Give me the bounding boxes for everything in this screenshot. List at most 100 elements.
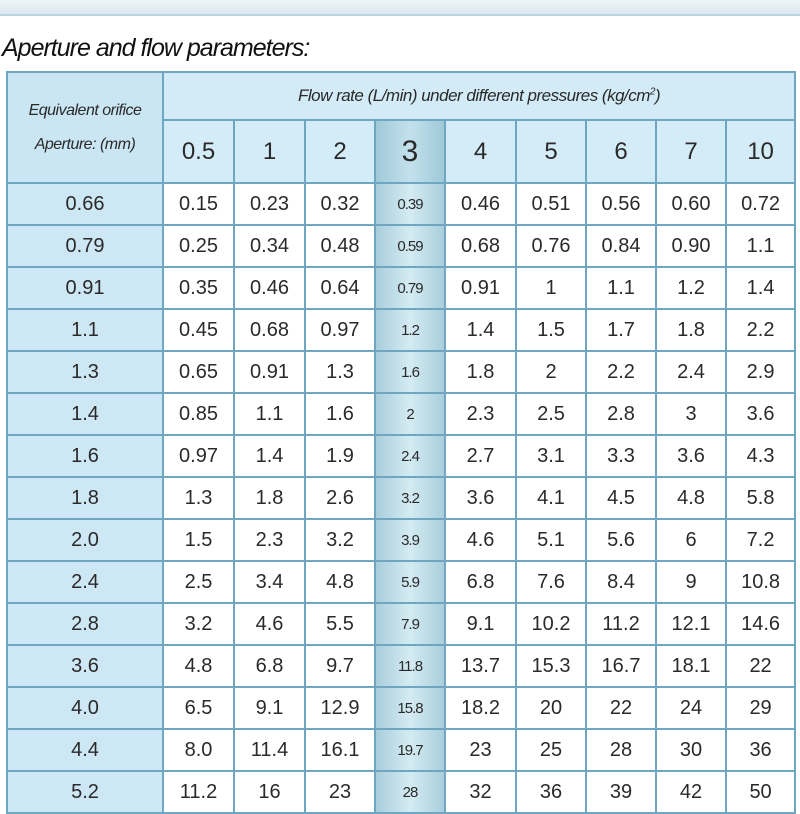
flow-value-cell: 36 bbox=[724, 728, 797, 772]
flow-value-cell: 2.5 bbox=[515, 392, 587, 436]
flow-value-cell: 0.65 bbox=[162, 350, 235, 394]
flow-value-cell: 2.9 bbox=[724, 350, 797, 394]
flow-value-cell: 0.76 bbox=[515, 224, 587, 268]
flow-value-cell: 1.8 bbox=[233, 476, 306, 520]
flow-value-cell: 0.25 bbox=[162, 224, 235, 268]
flow-value-cell: 7.6 bbox=[515, 560, 587, 604]
table-row: 1.3 0.65 0.91 1.3 1.6 1.8 2 2.2 2.4 2.9 bbox=[6, 350, 797, 394]
flow-value-cell: 42 bbox=[655, 770, 727, 814]
pressure-header-10: 10 bbox=[724, 119, 797, 184]
flow-rate-caption: Flow rate (L/min) under different pressu… bbox=[161, 71, 797, 121]
flow-value-cell: 6.5 bbox=[162, 686, 235, 730]
aperture-cell: 2.4 bbox=[6, 560, 164, 604]
flow-value-cell: 0.48 bbox=[304, 224, 376, 268]
flow-value-cell: 2.8 bbox=[585, 392, 657, 436]
flow-value-cell: 0.60 bbox=[655, 182, 727, 226]
aperture-cell: 2.0 bbox=[6, 518, 164, 562]
flow-value-cell: 39 bbox=[585, 770, 657, 814]
flow-value-cell: 4.5 bbox=[585, 476, 657, 520]
flow-value-cell: 1.2 bbox=[374, 308, 446, 352]
flow-value-cell: 0.64 bbox=[304, 266, 376, 310]
flow-value-cell: 0.90 bbox=[655, 224, 727, 268]
pressure-header-3: 3 bbox=[374, 119, 446, 184]
flow-value-cell: 1.8 bbox=[655, 308, 727, 352]
flow-value-cell: 3.3 bbox=[585, 434, 657, 478]
flow-value-cell: 1.4 bbox=[724, 266, 797, 310]
flow-value-cell: 0.79 bbox=[374, 266, 446, 310]
aperture-cell: 0.91 bbox=[6, 266, 164, 310]
flow-value-cell: 1.9 bbox=[304, 434, 376, 478]
flow-value-cell: 0.97 bbox=[304, 308, 376, 352]
flow-value-cell: 1.2 bbox=[655, 266, 727, 310]
flow-value-cell: 0.72 bbox=[724, 182, 797, 226]
flow-value-cell: 12.1 bbox=[655, 602, 727, 646]
aperture-cell: 3.6 bbox=[6, 644, 164, 688]
pressure-header-1: 1 bbox=[233, 119, 306, 184]
flow-value-cell: 18.1 bbox=[655, 644, 727, 688]
pressure-header-7: 7 bbox=[655, 119, 727, 184]
flow-value-cell: 0.34 bbox=[233, 224, 306, 268]
flow-value-cell: 14.6 bbox=[724, 602, 797, 646]
flow-value-cell: 22 bbox=[724, 644, 797, 688]
flow-value-cell: 0.15 bbox=[162, 182, 235, 226]
flow-value-cell: 19.7 bbox=[374, 728, 446, 772]
flow-value-cell: 11.2 bbox=[585, 602, 657, 646]
flow-value-cell: 32 bbox=[444, 770, 517, 814]
flow-value-cell: 13.7 bbox=[444, 644, 517, 688]
flow-value-cell: 23 bbox=[444, 728, 517, 772]
flow-value-cell: 0.59 bbox=[374, 224, 446, 268]
flow-value-cell: 3.2 bbox=[304, 518, 376, 562]
flow-value-cell: 9.7 bbox=[304, 644, 376, 688]
flow-value-cell: 0.97 bbox=[162, 434, 235, 478]
flow-value-cell: 2.5 bbox=[162, 560, 235, 604]
flow-value-cell: 4.6 bbox=[444, 518, 517, 562]
flow-value-cell: 1.4 bbox=[233, 434, 306, 478]
flow-value-cell: 7.9 bbox=[374, 602, 446, 646]
flow-value-cell: 2 bbox=[374, 392, 446, 436]
flow-value-cell: 3.9 bbox=[374, 518, 446, 562]
flow-value-cell: 8.4 bbox=[585, 560, 657, 604]
flow-parameters-table: Equivalent orifice Aperture: (mm) Flow r… bbox=[6, 71, 797, 814]
flow-table-container: Equivalent orifice Aperture: (mm) Flow r… bbox=[6, 71, 797, 814]
aperture-header-line1: Equivalent orifice bbox=[28, 101, 142, 119]
table-row: 4.4 8.0 11.4 16.1 19.7 23 25 28 30 36 bbox=[6, 728, 797, 772]
flow-rate-caption-text: Flow rate (L/min) under different pressu… bbox=[297, 86, 650, 105]
pressure-header-4: 4 bbox=[444, 119, 517, 184]
flow-value-cell: 2 bbox=[515, 350, 587, 394]
flow-value-cell: 22 bbox=[585, 686, 657, 730]
flow-value-cell: 3.6 bbox=[655, 434, 727, 478]
flow-value-cell: 50 bbox=[724, 770, 797, 814]
flow-value-cell: 0.68 bbox=[444, 224, 517, 268]
flow-value-cell: 3.6 bbox=[444, 476, 517, 520]
flow-value-cell: 0.56 bbox=[585, 182, 657, 226]
table-row: 1.6 0.97 1.4 1.9 2.4 2.7 3.1 3.3 3.6 4.3 bbox=[6, 434, 797, 478]
flow-value-cell: 29 bbox=[724, 686, 797, 730]
flow-value-cell: 0.84 bbox=[585, 224, 657, 268]
table-row: 0.66 0.15 0.23 0.32 0.39 0.46 0.51 0.56 0.60 0.72 bbox=[6, 182, 797, 226]
table-row: 1.4 0.85 1.1 1.6 2 2.3 2.5 2.8 3 3.6 bbox=[6, 392, 797, 436]
flow-value-cell: 0.23 bbox=[233, 182, 306, 226]
flow-value-cell: 2.3 bbox=[233, 518, 306, 562]
flow-value-cell: 11.2 bbox=[162, 770, 235, 814]
aperture-cell: 1.8 bbox=[6, 476, 164, 520]
flow-value-cell: 1.3 bbox=[304, 350, 376, 394]
flow-value-cell: 0.51 bbox=[515, 182, 587, 226]
aperture-cell: 2.8 bbox=[6, 602, 164, 646]
flow-value-cell: 1.7 bbox=[585, 308, 657, 352]
header-row-caption: Equivalent orifice Aperture: (mm) Flow r… bbox=[6, 71, 797, 184]
flow-value-cell: 6 bbox=[655, 518, 727, 562]
table-row: 2.0 1.5 2.3 3.2 3.9 4.6 5.1 5.6 6 7.2 bbox=[6, 518, 797, 562]
flow-value-cell: 4.6 bbox=[233, 602, 306, 646]
table-row: 3.6 4.8 6.8 9.7 11.8 13.7 15.3 16.7 18.1 22 bbox=[6, 644, 797, 688]
flow-value-cell: 0.45 bbox=[162, 308, 235, 352]
flow-value-cell: 0.39 bbox=[374, 182, 446, 226]
pressure-header-6: 6 bbox=[585, 119, 657, 184]
flow-value-cell: 16 bbox=[233, 770, 306, 814]
flow-value-cell: 1.6 bbox=[304, 392, 376, 436]
flow-value-cell: 0.32 bbox=[304, 182, 376, 226]
flow-value-cell: 11.8 bbox=[374, 644, 446, 688]
flow-rate-caption-superscript: 2 bbox=[649, 86, 656, 98]
flow-value-cell: 2.4 bbox=[374, 434, 446, 478]
flow-value-cell: 16.7 bbox=[585, 644, 657, 688]
table-row: 2.4 2.5 3.4 4.8 5.9 6.8 7.6 8.4 9 10.8 bbox=[6, 560, 797, 604]
